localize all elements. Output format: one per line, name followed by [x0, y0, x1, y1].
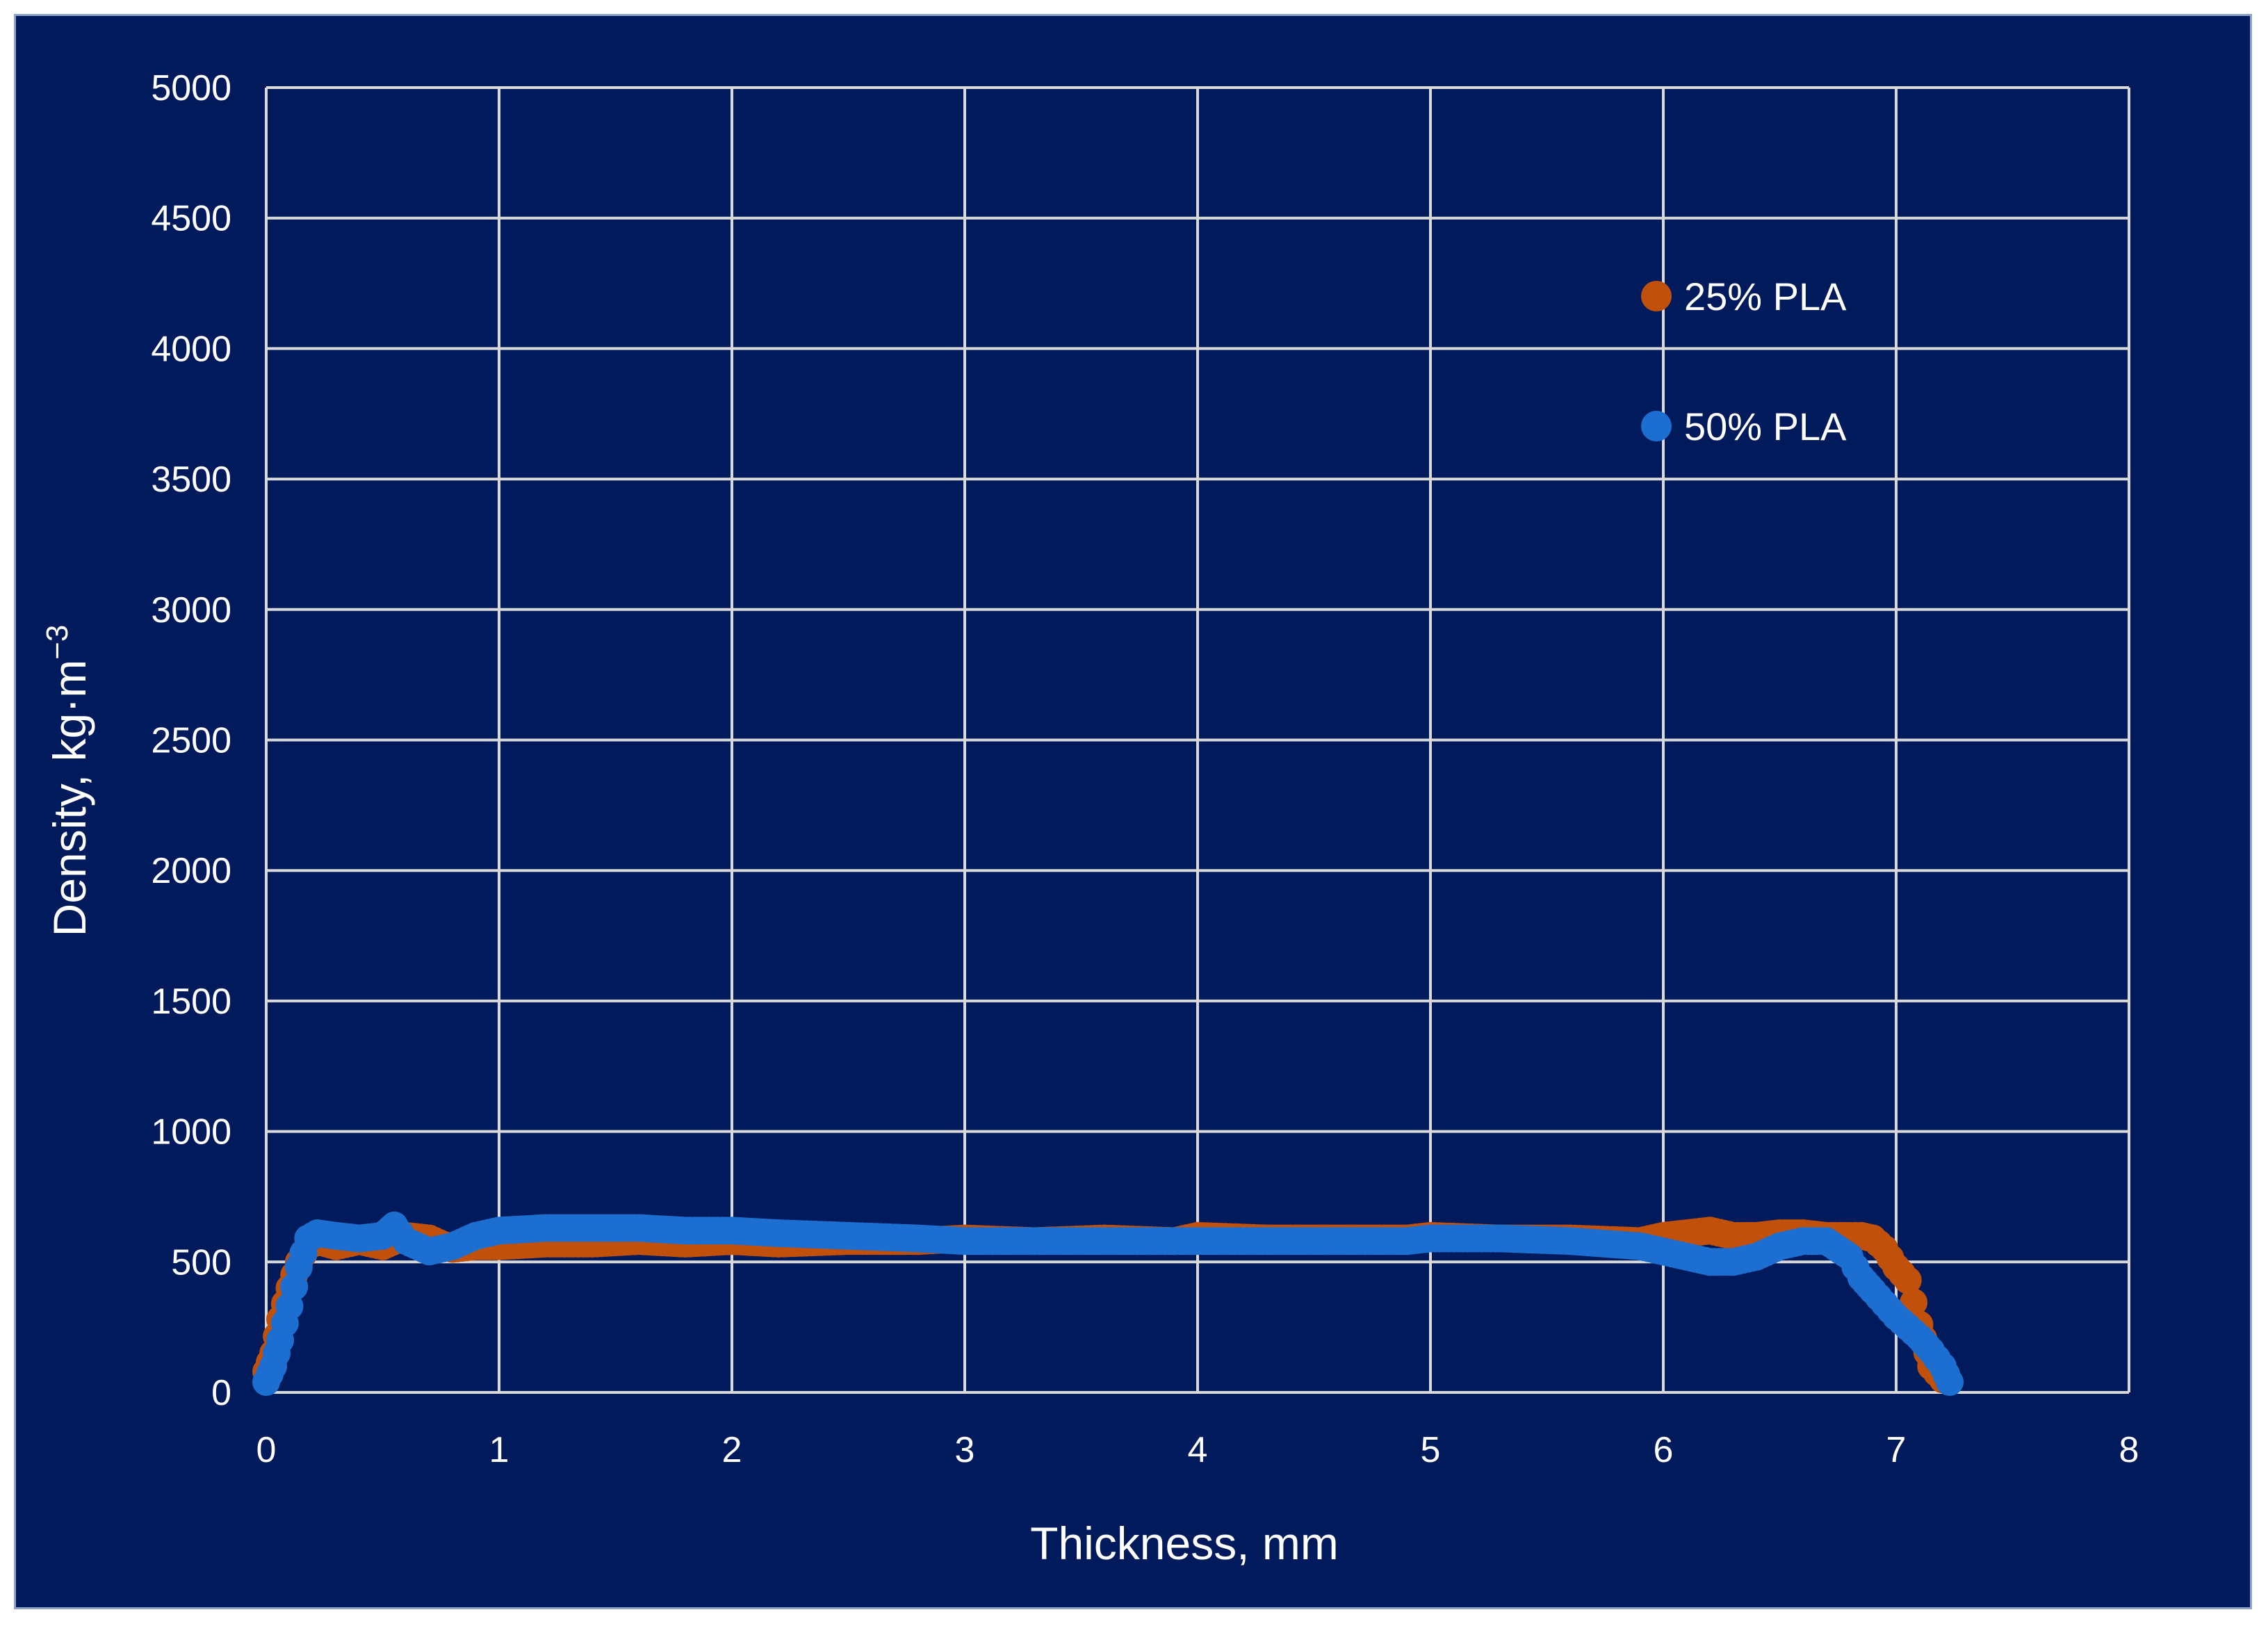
legend: 25% PLA 50% PLA — [1641, 275, 1847, 448]
y-tick-label: 3500 — [151, 460, 231, 500]
y-tick-label: 2000 — [151, 851, 231, 891]
data-point — [1893, 1266, 1922, 1294]
chart-svg: 0 1 2 3 4 5 6 7 8 0 500 1000 1500 2000 2500 3000 3500 400… — [40, 68, 2139, 1569]
y-tick-label: 4000 — [151, 329, 231, 369]
y-tick-label: 5000 — [151, 68, 231, 108]
y-tick-label: 3000 — [151, 590, 231, 631]
x-tick-label: 6 — [1654, 1430, 1674, 1470]
legend-marker-25-pla — [1641, 281, 1672, 311]
y-axis-title: Density, kg·m−3 — [40, 625, 95, 937]
y-tick-label: 4500 — [151, 199, 231, 239]
x-tick-label: 0 — [256, 1430, 277, 1470]
legend-marker-50-pla — [1641, 411, 1672, 441]
x-tick-label: 3 — [955, 1430, 975, 1470]
y-tick-label: 1000 — [151, 1112, 231, 1153]
legend-label-50-pla: 50% PLA — [1684, 405, 1847, 448]
y-axis-title-superscript: −3 — [40, 625, 74, 660]
y-tick-label: 2500 — [151, 721, 231, 761]
chart-frame: 0 1 2 3 4 5 6 7 8 0 500 1000 1500 2000 2500 3000 3500 400… — [14, 14, 2252, 1609]
y-tick-label: 0 — [211, 1373, 231, 1413]
x-tick-label: 2 — [722, 1430, 742, 1470]
x-tick-label: 8 — [2119, 1430, 2139, 1470]
x-tick-label: 7 — [1886, 1430, 1907, 1470]
x-tick-label: 1 — [489, 1430, 509, 1470]
legend-label-25-pla: 25% PLA — [1684, 275, 1847, 318]
tick-labels: 0 1 2 3 4 5 6 7 8 0 500 1000 1500 2000 2500 3000 3500 400… — [151, 68, 2139, 1470]
data-point — [1936, 1367, 1964, 1396]
grid — [265, 86, 2130, 1394]
y-axis-title-text: Density, kg·m — [44, 660, 95, 937]
y-tick-label: 1500 — [151, 982, 231, 1022]
series-50-pla — [252, 1211, 1964, 1396]
x-tick-label: 4 — [1188, 1430, 1208, 1470]
y-tick-label: 500 — [171, 1242, 231, 1283]
x-tick-label: 5 — [1421, 1430, 1441, 1470]
x-axis-title: Thickness, mm — [1030, 1518, 1339, 1569]
series — [252, 1211, 1964, 1396]
